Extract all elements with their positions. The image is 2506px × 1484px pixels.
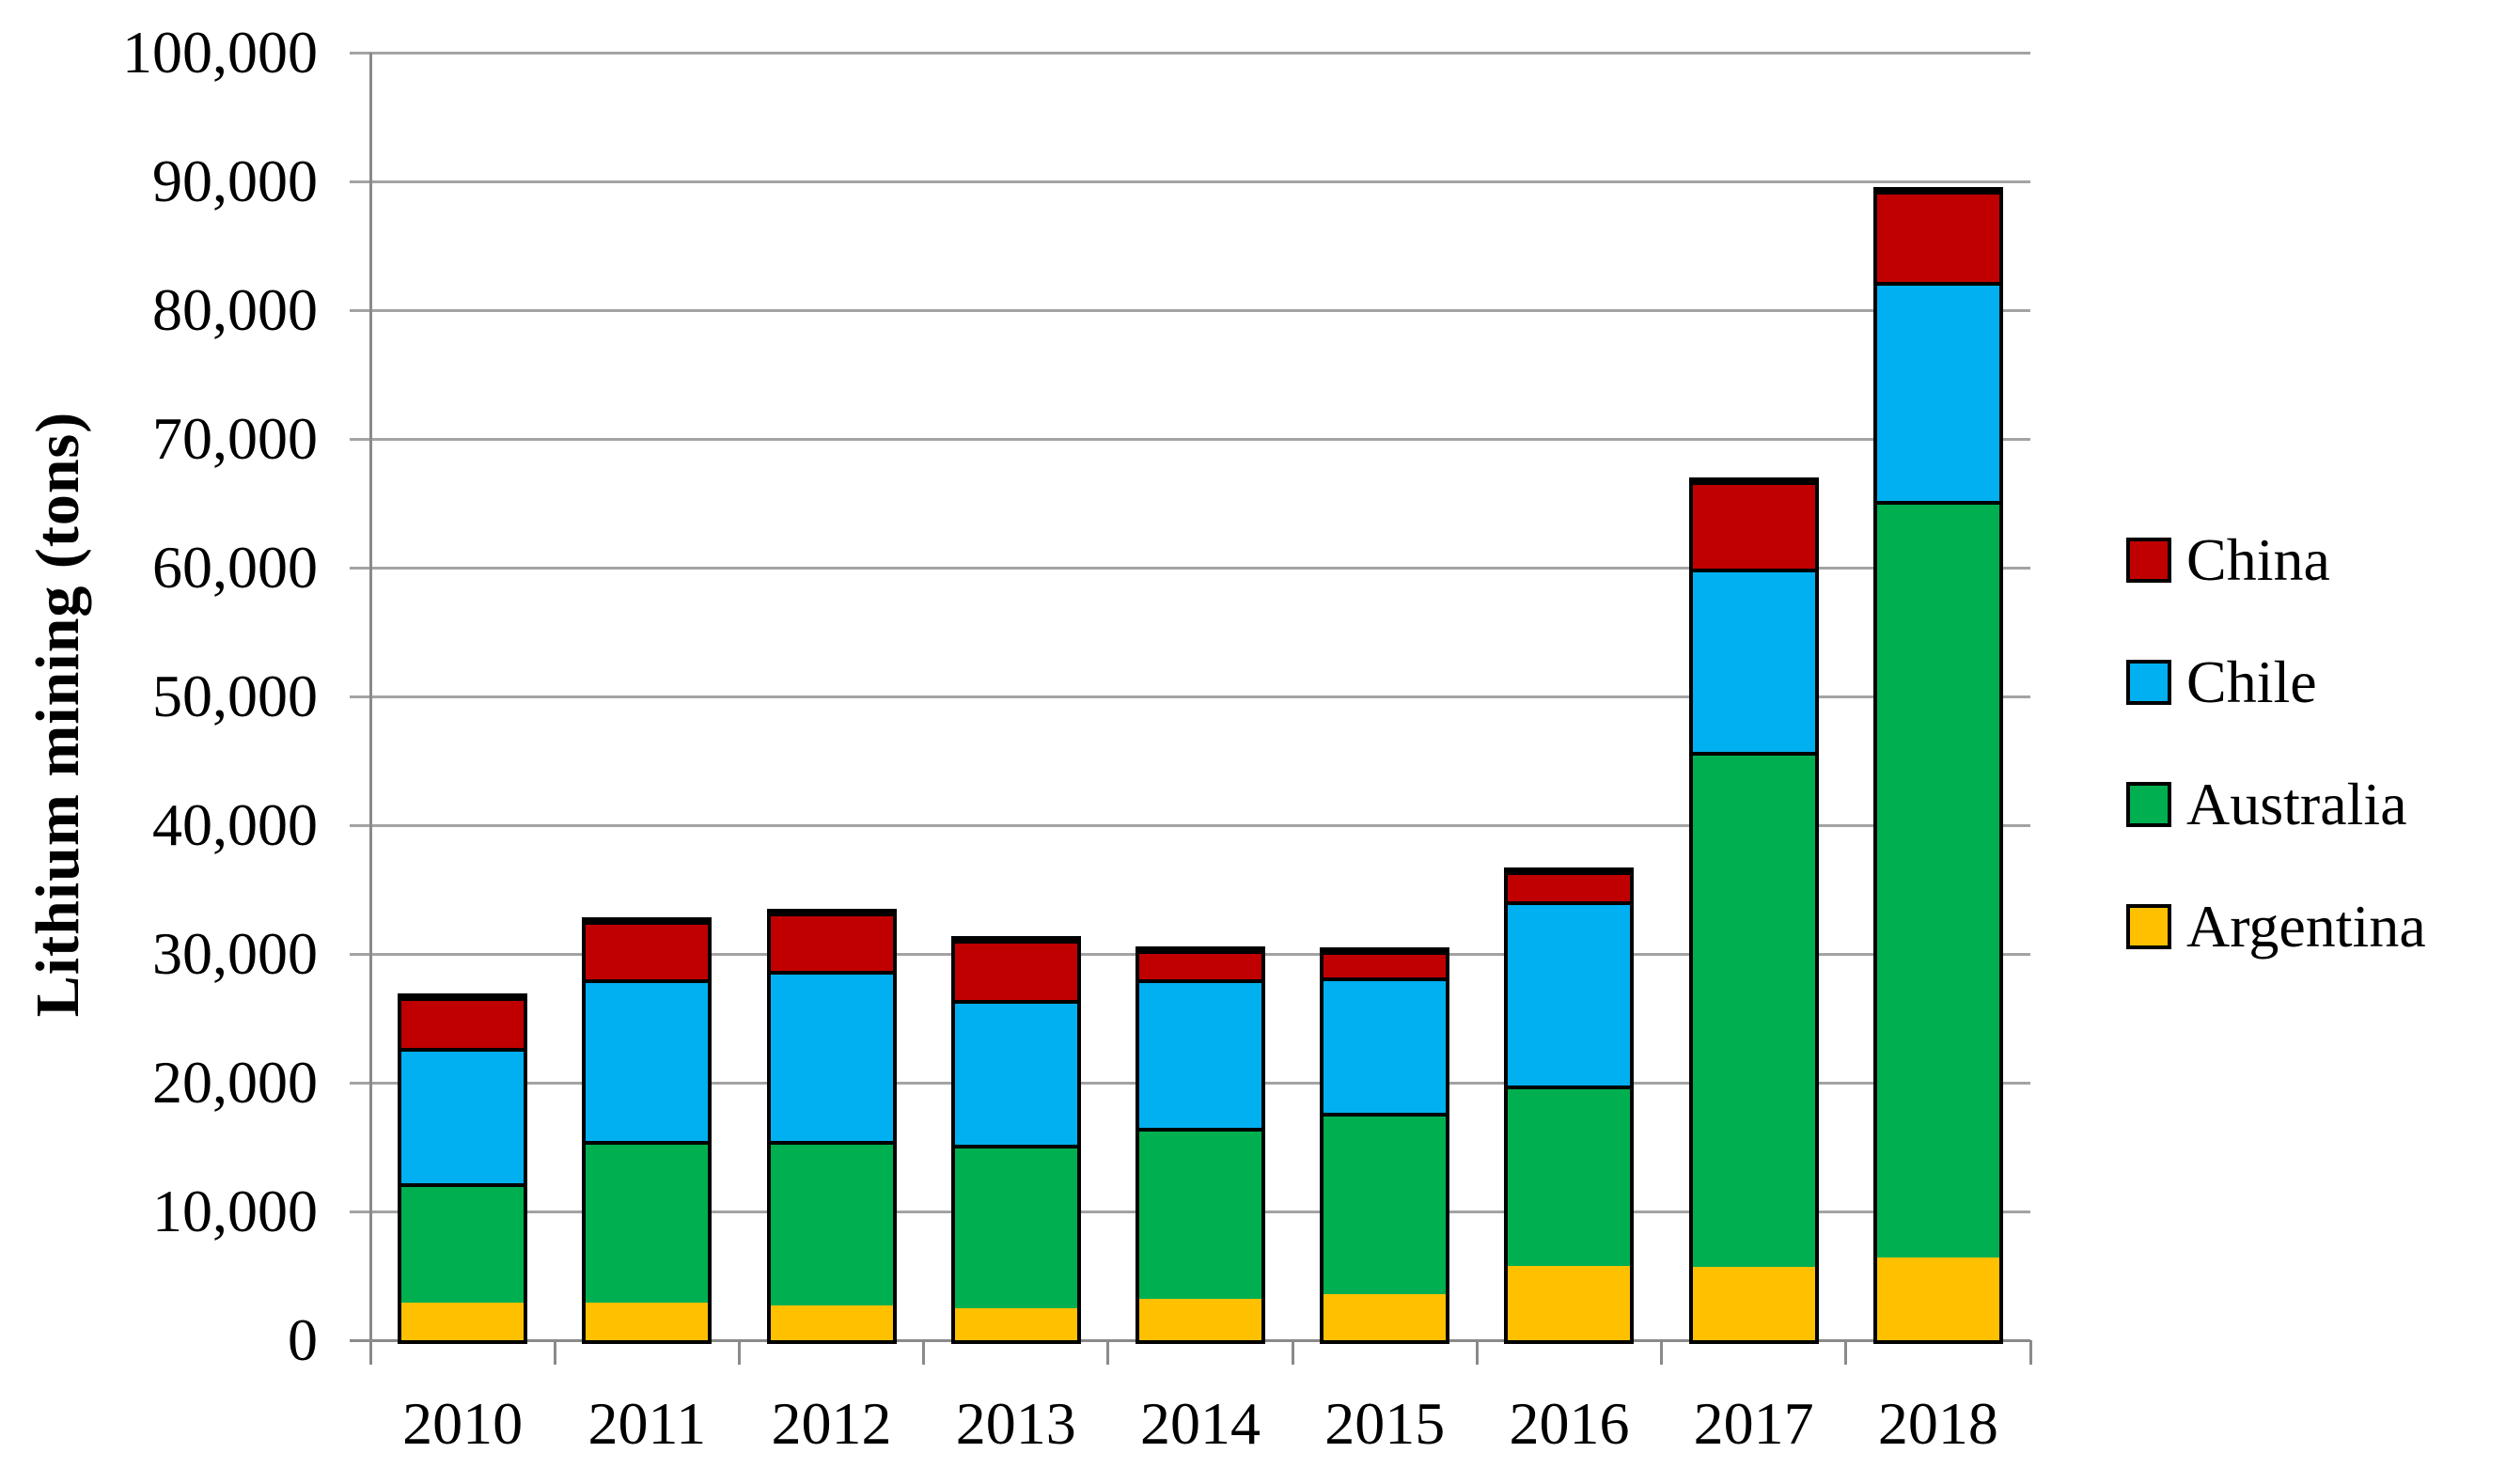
legend-item-australia: Australia bbox=[2126, 771, 2426, 837]
x-tick-mark-2 bbox=[737, 1340, 741, 1365]
bar-segment-2013-chile bbox=[954, 1000, 1077, 1145]
gridline-80000 bbox=[350, 308, 2030, 312]
legend: China Chile Australia Argentina bbox=[2126, 526, 2426, 960]
bar-segment-2014-argentina bbox=[1139, 1299, 1261, 1340]
y-tick-label-90000: 90,000 bbox=[152, 148, 318, 214]
gridline-100000 bbox=[350, 51, 2030, 55]
bar-segment-2016-china bbox=[1508, 871, 1631, 901]
x-tick-label-2013: 2013 bbox=[955, 1390, 1076, 1457]
bar-segment-2012-argentina bbox=[770, 1305, 893, 1340]
bar-segment-2010-chile bbox=[401, 1047, 525, 1183]
legend-swatch-china bbox=[2126, 538, 2171, 583]
bar-segment-2016-chile bbox=[1508, 900, 1631, 1086]
y-axis-line bbox=[368, 53, 372, 1365]
bar-segment-2018-china bbox=[1876, 190, 1999, 282]
bar-segment-2011-australia bbox=[586, 1141, 709, 1303]
bar-segment-2014-australia bbox=[1139, 1127, 1261, 1300]
y-tick-label-60000: 60,000 bbox=[152, 534, 318, 601]
bar-segment-2017-australia bbox=[1692, 751, 1815, 1267]
x-tick-label-2012: 2012 bbox=[771, 1390, 892, 1457]
x-tick-label-2011: 2011 bbox=[587, 1390, 707, 1457]
gridline-70000 bbox=[350, 437, 2030, 441]
x-tick-mark-8 bbox=[1844, 1340, 1848, 1365]
x-tick-mark-4 bbox=[1106, 1340, 1110, 1365]
bar-segment-2013-argentina bbox=[954, 1307, 1077, 1340]
legend-item-chile: Chile bbox=[2126, 648, 2426, 715]
bar-2012 bbox=[766, 909, 897, 1344]
legend-label-china: China bbox=[2186, 526, 2330, 593]
gridline-40000 bbox=[350, 823, 2030, 827]
bar-2013 bbox=[950, 935, 1081, 1344]
legend-swatch-chile bbox=[2126, 660, 2171, 705]
bar-segment-2018-australia bbox=[1876, 500, 1999, 1258]
bar-segment-2017-china bbox=[1692, 481, 1815, 570]
bar-segment-2010-argentina bbox=[401, 1302, 525, 1340]
bar-2017 bbox=[1688, 477, 1819, 1344]
bar-segment-2014-chile bbox=[1139, 979, 1261, 1128]
legend-label-argentina: Argentina bbox=[2186, 893, 2426, 960]
x-tick-label-2014: 2014 bbox=[1140, 1390, 1261, 1457]
gridline-90000 bbox=[350, 180, 2030, 183]
y-tick-label-0: 0 bbox=[288, 1306, 318, 1373]
bar-segment-2017-argentina bbox=[1692, 1266, 1815, 1340]
x-tick-mark-6 bbox=[1475, 1340, 1479, 1365]
x-tick-label-2016: 2016 bbox=[1509, 1390, 1630, 1457]
bar-2014 bbox=[1136, 945, 1265, 1344]
bar-segment-2015-china bbox=[1323, 951, 1447, 977]
y-tick-label-80000: 80,000 bbox=[152, 276, 318, 343]
bar-2018 bbox=[1872, 186, 2003, 1344]
bar-segment-2010-australia bbox=[401, 1182, 525, 1303]
legend-label-australia: Australia bbox=[2186, 771, 2407, 837]
y-tick-label-50000: 50,000 bbox=[152, 663, 318, 729]
bar-segment-2013-australia bbox=[954, 1144, 1077, 1308]
legend-item-argentina: Argentina bbox=[2126, 893, 2426, 960]
y-tick-label-30000: 30,000 bbox=[152, 920, 318, 987]
x-tick-mark-5 bbox=[1291, 1340, 1294, 1365]
y-tick-label-70000: 70,000 bbox=[152, 405, 318, 472]
gridline-50000 bbox=[350, 695, 2030, 698]
y-tick-label-100000: 100,000 bbox=[122, 19, 318, 86]
x-tick-label-2017: 2017 bbox=[1693, 1390, 1814, 1457]
bar-2010 bbox=[398, 992, 528, 1344]
bar-segment-2016-australia bbox=[1508, 1085, 1631, 1266]
bar-segment-2011-chile bbox=[586, 978, 709, 1142]
bar-segment-2016-argentina bbox=[1508, 1265, 1631, 1340]
bar-segment-2015-argentina bbox=[1323, 1293, 1447, 1340]
y-tick-label-20000: 20,000 bbox=[152, 1049, 318, 1116]
bar-2016 bbox=[1504, 867, 1635, 1344]
gridline-60000 bbox=[350, 566, 2030, 570]
x-tick-mark-9 bbox=[2028, 1340, 2032, 1365]
legend-swatch-argentina bbox=[2126, 904, 2171, 949]
x-tick-mark-1 bbox=[553, 1340, 556, 1365]
bar-2011 bbox=[582, 917, 713, 1344]
x-tick-label-2018: 2018 bbox=[1877, 1390, 1998, 1457]
bar-segment-2010-china bbox=[401, 996, 525, 1048]
bar-segment-2011-china bbox=[586, 921, 709, 979]
bar-segment-2014-china bbox=[1139, 949, 1261, 980]
bar-segment-2017-chile bbox=[1692, 569, 1815, 752]
bar-segment-2015-australia bbox=[1323, 1112, 1447, 1294]
bar-segment-2012-chile bbox=[770, 970, 893, 1141]
bar-segment-2018-chile bbox=[1876, 281, 1999, 501]
bar-segment-2012-china bbox=[770, 913, 893, 971]
bar-segment-2018-argentina bbox=[1876, 1257, 1999, 1340]
legend-label-chile: Chile bbox=[2186, 648, 2317, 715]
bar-segment-2013-china bbox=[954, 939, 1077, 1001]
x-tick-mark-7 bbox=[1660, 1340, 1664, 1365]
x-tick-mark-0 bbox=[368, 1340, 372, 1365]
y-tick-label-10000: 10,000 bbox=[152, 1178, 318, 1244]
bar-segment-2011-argentina bbox=[586, 1302, 709, 1340]
bar-2015 bbox=[1320, 947, 1450, 1344]
bar-segment-2015-chile bbox=[1323, 976, 1447, 1113]
x-tick-label-2015: 2015 bbox=[1324, 1390, 1446, 1457]
legend-swatch-australia bbox=[2126, 782, 2171, 827]
x-tick-mark-3 bbox=[922, 1340, 926, 1365]
x-tick-label-2010: 2010 bbox=[402, 1390, 524, 1457]
bar-segment-2012-australia bbox=[770, 1140, 893, 1305]
legend-item-china: China bbox=[2126, 526, 2426, 593]
y-tick-label-40000: 40,000 bbox=[152, 791, 318, 858]
